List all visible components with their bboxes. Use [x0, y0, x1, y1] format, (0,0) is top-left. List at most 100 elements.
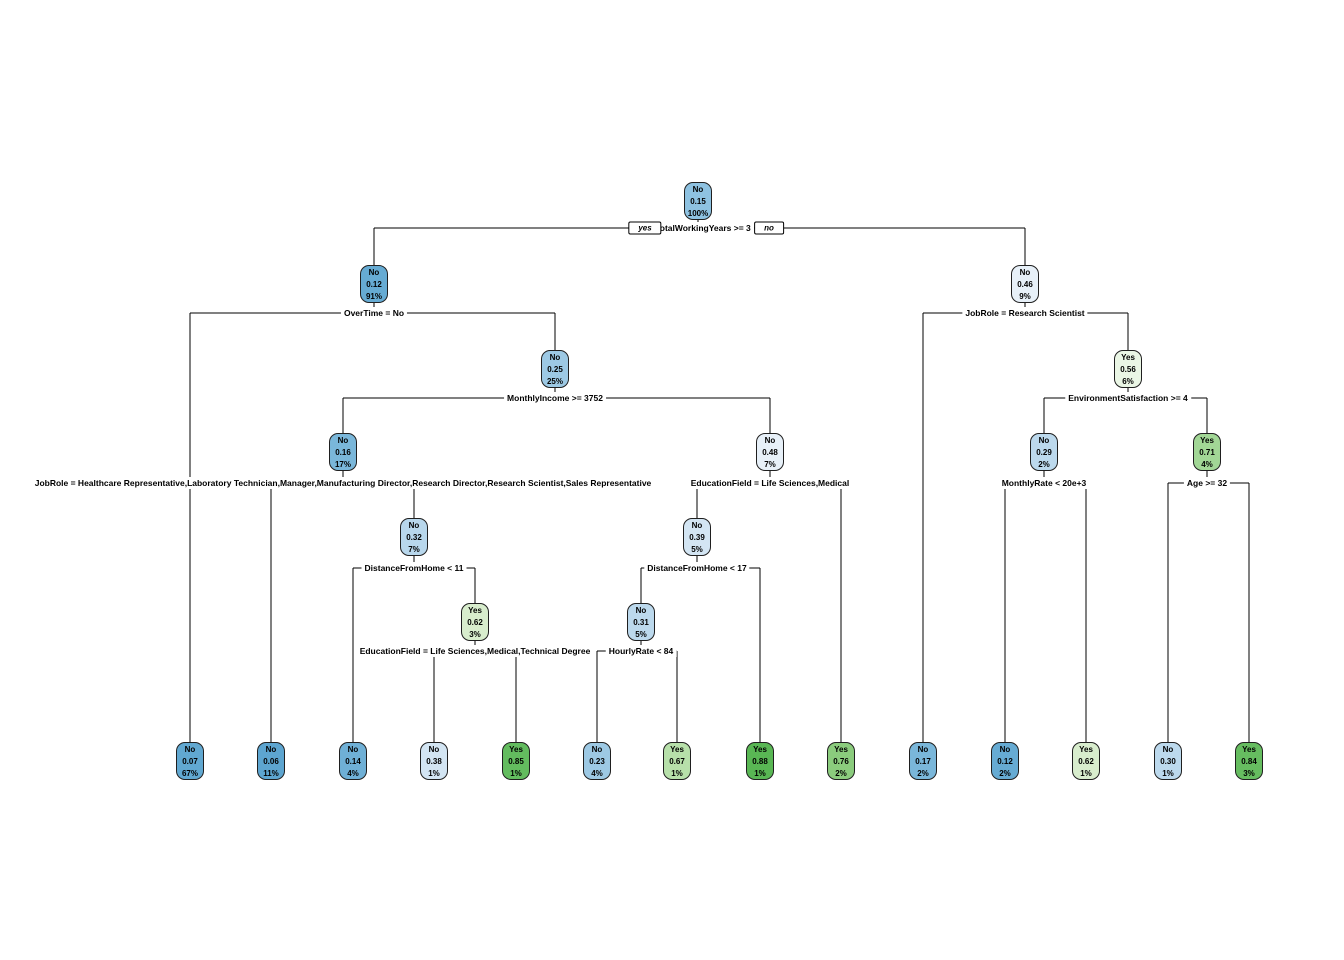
node-class-label: No [1162, 745, 1174, 754]
node-percentage: 1% [1162, 769, 1174, 778]
node-class-label: Yes [1079, 745, 1093, 754]
node-percentage: 4% [1201, 460, 1213, 469]
node-probability: 0.29 [1036, 448, 1052, 457]
node-class-label: Yes [834, 745, 848, 754]
node-class-label: No [368, 268, 380, 277]
node-probability: 0.56 [1120, 365, 1136, 374]
node-percentage: 1% [1080, 769, 1092, 778]
node-percentage: 91% [365, 292, 382, 301]
node-percentage: 25% [546, 377, 563, 386]
internal-node: No 0.32 7% [400, 518, 428, 556]
node-class-label: No [999, 745, 1011, 754]
node-probability: 0.16 [335, 448, 351, 457]
node-class-label: No [265, 745, 277, 754]
node-probability: 0.85 [508, 757, 524, 766]
node-probability: 0.48 [762, 448, 778, 457]
leaf-node: No 0.17 2% [909, 742, 937, 780]
no-branch-label: no [754, 221, 784, 235]
node-probability: 0.30 [1160, 757, 1176, 766]
leaf-node: Yes 0.76 2% [827, 742, 855, 780]
node-class-label: Yes [753, 745, 767, 754]
leaf-node: No 0.12 2% [991, 742, 1019, 780]
node-percentage: 4% [591, 769, 603, 778]
internal-node: Yes 0.56 6% [1114, 350, 1142, 388]
split-condition-label: EnvironmentSatisfaction >= 4 [1065, 392, 1191, 404]
node-probability: 0.06 [263, 757, 279, 766]
node-probability: 0.15 [690, 197, 706, 206]
node-percentage: 6% [1122, 377, 1134, 386]
node-probability: 0.25 [547, 365, 563, 374]
node-probability: 0.76 [833, 757, 849, 766]
node-class-label: No [635, 606, 647, 615]
node-class-label: No [1019, 268, 1031, 277]
yes-branch-label: yes [628, 221, 662, 235]
internal-node: No 0.12 91% [360, 265, 388, 303]
node-percentage: 100% [687, 209, 709, 218]
node-percentage: 2% [835, 769, 847, 778]
node-probability: 0.39 [689, 533, 705, 542]
node-percentage: 11% [263, 769, 279, 778]
node-class-label: Yes [509, 745, 523, 754]
node-probability: 0.17 [915, 757, 931, 766]
node-percentage: 2% [917, 769, 929, 778]
node-probability: 0.84 [1241, 757, 1257, 766]
node-probability: 0.14 [345, 757, 361, 766]
split-condition-label: Age >= 32 [1183, 477, 1231, 489]
node-probability: 0.31 [633, 618, 649, 627]
node-class-label: No [347, 745, 359, 754]
split-condition-label: JobRole = Healthcare Representative,Labo… [31, 477, 655, 489]
node-percentage: 3% [469, 630, 481, 639]
split-condition-label: TotalWorkingYears >= 3 [652, 222, 754, 234]
node-percentage: 5% [691, 545, 703, 554]
internal-node: No 0.25 25% [541, 350, 569, 388]
node-percentage: 2% [1038, 460, 1050, 469]
leaf-node: No 0.38 1% [420, 742, 448, 780]
node-class-label: No [764, 436, 776, 445]
node-probability: 0.38 [426, 757, 442, 766]
leaf-node: Yes 0.85 1% [502, 742, 530, 780]
node-percentage: 67% [181, 769, 198, 778]
leaf-node: Yes 0.62 1% [1072, 742, 1100, 780]
node-class-label: No [917, 745, 929, 754]
node-class-label: No [591, 745, 603, 754]
node-percentage: 4% [347, 769, 359, 778]
split-condition-label: DistanceFromHome < 11 [361, 562, 467, 574]
split-condition-label: EducationField = Life Sciences,Medical [687, 477, 853, 489]
node-class-label: No [691, 521, 703, 530]
node-class-label: Yes [1121, 353, 1135, 362]
node-class-label: Yes [1200, 436, 1214, 445]
split-condition-label: DistanceFromHome < 17 [644, 562, 750, 574]
node-class-label: No [184, 745, 196, 754]
internal-node: No 0.15 100% [684, 182, 712, 220]
leaf-node: No 0.06 11% [257, 742, 285, 780]
leaf-node: No 0.23 4% [583, 742, 611, 780]
internal-node: No 0.48 7% [756, 433, 784, 471]
node-class-label: Yes [1242, 745, 1256, 754]
node-percentage: 9% [1019, 292, 1031, 301]
node-class-label: Yes [468, 606, 482, 615]
node-probability: 0.67 [669, 757, 685, 766]
internal-node: Yes 0.71 4% [1193, 433, 1221, 471]
leaf-node: Yes 0.67 1% [663, 742, 691, 780]
split-condition-label: MonthlyRate < 20e+3 [998, 477, 1090, 489]
node-class-label: No [1038, 436, 1050, 445]
node-percentage: 1% [428, 769, 440, 778]
node-probability: 0.62 [467, 618, 483, 627]
node-probability: 0.12 [997, 757, 1013, 766]
leaf-node: No 0.07 67% [176, 742, 204, 780]
node-probability: 0.71 [1199, 448, 1215, 457]
node-probability: 0.88 [752, 757, 768, 766]
split-condition-label: EducationField = Life Sciences,Medical,T… [356, 645, 594, 657]
split-condition-label: MonthlyIncome >= 3752 [504, 392, 606, 404]
node-class-label: No [428, 745, 440, 754]
node-percentage: 7% [764, 460, 776, 469]
node-percentage: 1% [671, 769, 683, 778]
node-class-label: No [692, 185, 704, 194]
internal-node: Yes 0.62 3% [461, 603, 489, 641]
internal-node: No 0.29 2% [1030, 433, 1058, 471]
node-percentage: 5% [635, 630, 647, 639]
split-condition-label: JobRole = Research Scientist [962, 307, 1088, 319]
node-class-label: No [337, 436, 349, 445]
internal-node: No 0.46 9% [1011, 265, 1039, 303]
split-condition-label: HourlyRate < 84 [605, 645, 677, 657]
